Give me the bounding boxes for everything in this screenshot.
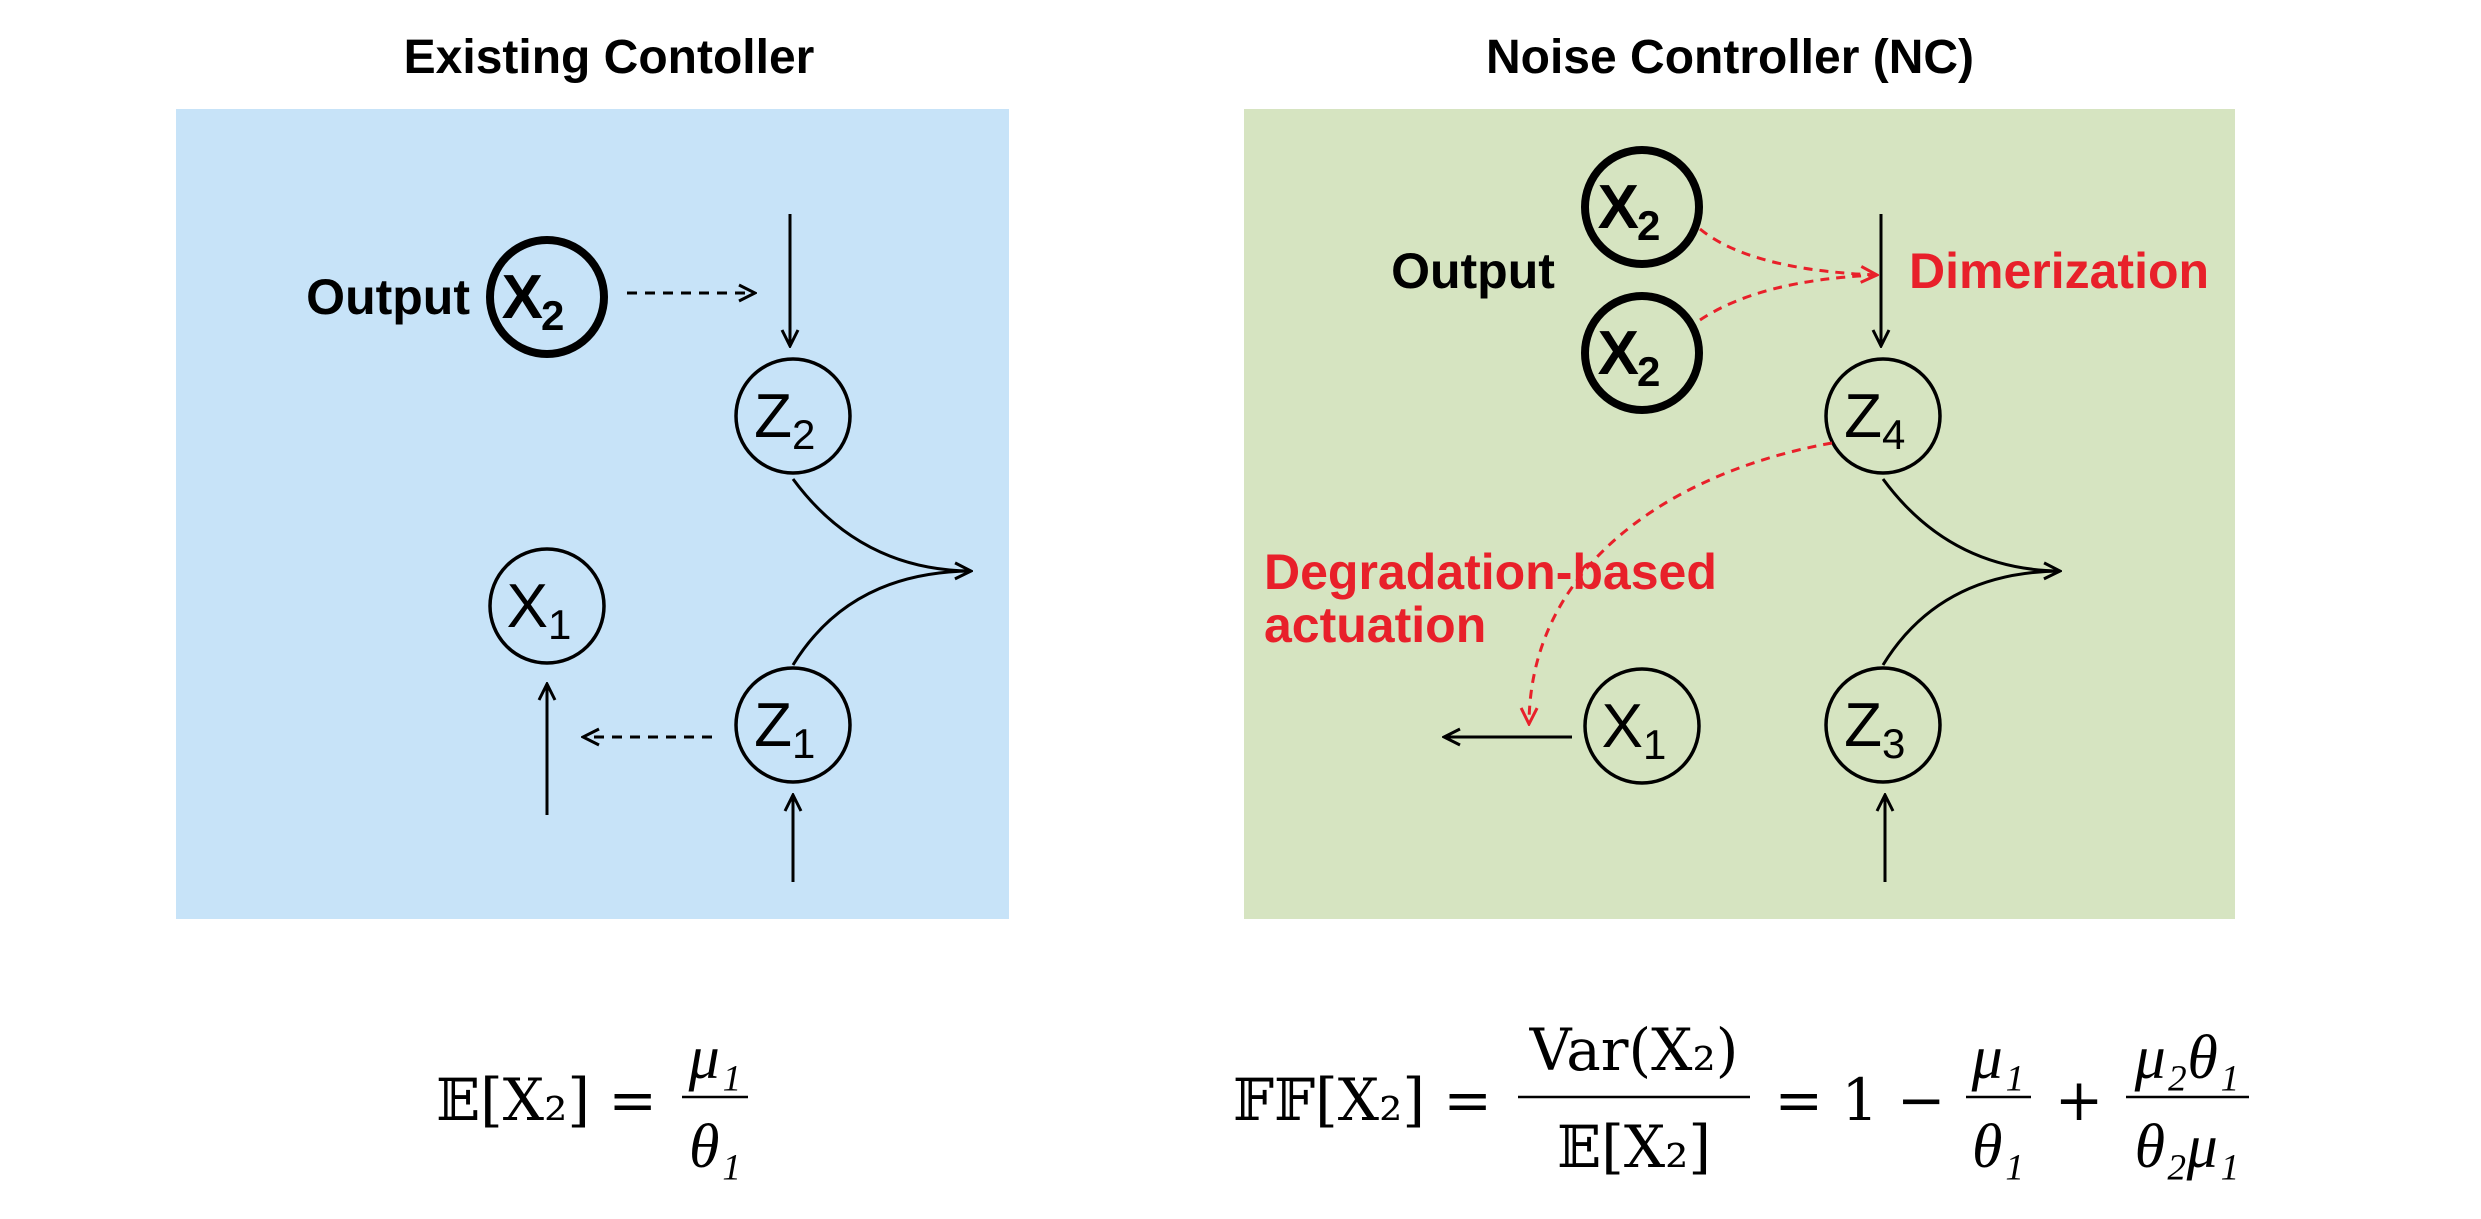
existing-controller-panel: Existing Contoller Output X 2 Z 2 X 1 Z … bbox=[176, 31, 1009, 1181]
svg-text:2: 2 bbox=[541, 292, 564, 339]
svg-text:1: 1 bbox=[1643, 721, 1666, 768]
svg-text:3: 3 bbox=[1882, 720, 1905, 767]
svg-text:θ₁: θ₁ bbox=[1972, 1113, 2024, 1181]
dimerization-label: Dimerization bbox=[1909, 243, 2209, 299]
svg-text:X: X bbox=[1602, 692, 1643, 761]
node-z1: Z 1 bbox=[734, 666, 852, 784]
right-formula: 𝔽𝔽[X₂] = Var(X₂) 𝔼[X₂] = 1 − μ₁ θ₁ + μ₂θ… bbox=[1233, 1016, 2249, 1181]
right-background bbox=[1244, 109, 2235, 919]
curve-z3-annihilation bbox=[1881, 569, 2061, 666]
degradation-label-line2: actuation bbox=[1264, 597, 1486, 653]
dimerization-arrow-top bbox=[1699, 227, 1877, 275]
degradation-label-line1: Degradation-based bbox=[1264, 544, 1717, 600]
noise-controller-panel: Noise Controller (NC) Output X 2 X 2 Dim… bbox=[1233, 31, 2249, 1181]
svg-text:Z: Z bbox=[754, 691, 792, 760]
curve-z1-annihilation bbox=[791, 569, 972, 666]
svg-text:Z: Z bbox=[754, 382, 792, 451]
svg-text:X: X bbox=[1598, 319, 1639, 388]
left-title: Existing Contoller bbox=[404, 31, 815, 84]
svg-text:X: X bbox=[507, 572, 548, 641]
svg-text:+: + bbox=[2055, 1066, 2104, 1134]
svg-text:θ₂μ₁: θ₂μ₁ bbox=[2135, 1113, 2240, 1181]
node-z2: Z 2 bbox=[734, 357, 852, 475]
node-x2-bottom: X 2 bbox=[1581, 292, 1703, 414]
svg-text:2: 2 bbox=[1637, 202, 1660, 249]
degradation-actuation-arrow bbox=[1529, 441, 1833, 724]
svg-text:4: 4 bbox=[1882, 411, 1905, 458]
node-x1: X 1 bbox=[488, 547, 606, 665]
svg-text:θ₁: θ₁ bbox=[689, 1113, 741, 1181]
svg-text:= 1 −: = 1 − bbox=[1775, 1066, 1946, 1134]
node-z3: Z 3 bbox=[1824, 666, 1942, 784]
svg-text:X: X bbox=[1598, 173, 1639, 242]
left-output-label: Output bbox=[306, 269, 470, 325]
node-x2: X 2 bbox=[486, 236, 608, 358]
right-title: Noise Controller (NC) bbox=[1486, 31, 1974, 84]
svg-text:1: 1 bbox=[792, 720, 815, 767]
svg-text:𝔼[X₂]: 𝔼[X₂] bbox=[1557, 1113, 1711, 1181]
svg-text:Z: Z bbox=[1844, 382, 1882, 451]
dimerization-arrow-bottom bbox=[1699, 273, 1878, 322]
svg-text:μ₁: μ₁ bbox=[688, 1024, 742, 1092]
svg-text:Var(X₂): Var(X₂) bbox=[1529, 1016, 1739, 1084]
left-background bbox=[176, 109, 1009, 919]
right-output-label: Output bbox=[1391, 243, 1555, 299]
svg-text:2: 2 bbox=[792, 411, 815, 458]
svg-text:μ₂θ₁: μ₂θ₁ bbox=[2134, 1024, 2240, 1092]
svg-text:2: 2 bbox=[1637, 348, 1660, 395]
curve-z2-annihilation bbox=[791, 478, 971, 571]
svg-text:Z: Z bbox=[1844, 691, 1882, 760]
curve-z4-annihilation bbox=[1881, 478, 2060, 571]
svg-text:𝔽𝔽[X₂] =: 𝔽𝔽[X₂] = bbox=[1233, 1066, 1492, 1134]
node-z4: Z 4 bbox=[1824, 357, 1942, 475]
svg-text:μ₁: μ₁ bbox=[1971, 1024, 2025, 1092]
left-formula: 𝔼[X₂] = μ₁ θ₁ bbox=[436, 1024, 748, 1181]
svg-text:𝔼[X₂] =: 𝔼[X₂] = bbox=[436, 1066, 657, 1134]
node-x1-right: X 1 bbox=[1583, 667, 1701, 785]
svg-text:X: X bbox=[502, 263, 543, 332]
node-x2-top: X 2 bbox=[1581, 146, 1703, 268]
svg-text:1: 1 bbox=[548, 601, 571, 648]
